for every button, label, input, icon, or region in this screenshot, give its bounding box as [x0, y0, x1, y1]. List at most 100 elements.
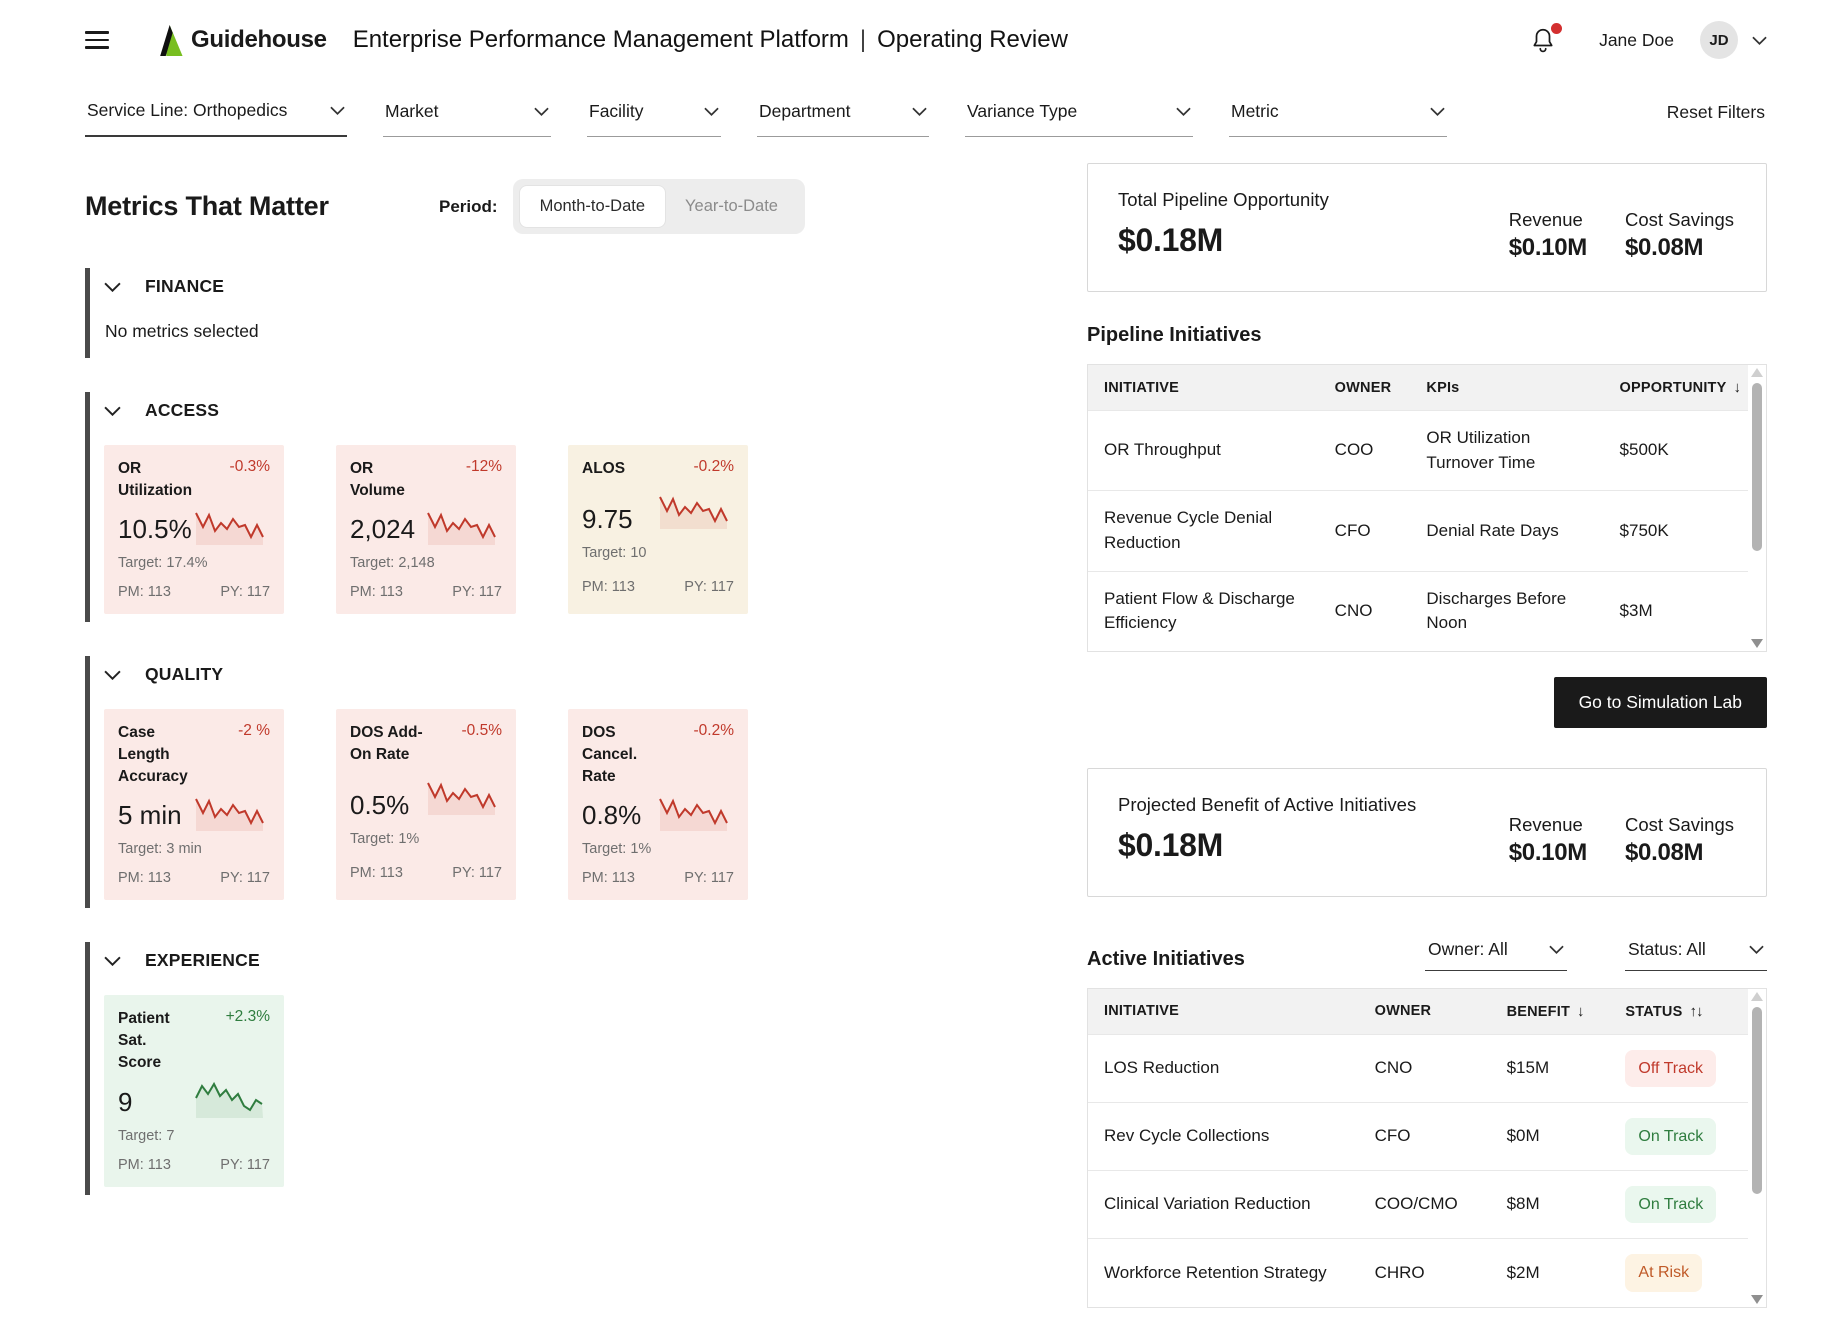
chevron-down-icon: [534, 107, 549, 116]
active-initiatives-header: Active Initiatives Owner: All Status: Al…: [1087, 939, 1767, 971]
metric-card-case-length-accuracy[interactable]: Case Length Accuracy-2 %5 minTarget: 3 m…: [104, 709, 284, 900]
filter-label: Service Line: Orthopedics: [87, 100, 287, 121]
table-scrollbar[interactable]: [1751, 992, 1763, 1304]
scrollbar-thumb[interactable]: [1752, 1007, 1762, 1194]
scroll-down-arrow-icon[interactable]: [1751, 1295, 1763, 1304]
metric-sparkline: [192, 503, 270, 545]
metric-delta: -0.3%: [192, 458, 270, 501]
revenue-value: $0.10M: [1509, 839, 1587, 867]
column-header-initiative[interactable]: INITIATIVE: [1088, 365, 1319, 411]
filter-department[interactable]: Department: [757, 95, 929, 137]
cost-savings-block: Cost Savings $0.08M: [1625, 209, 1734, 262]
page-title: Enterprise Performance Management Platfo…: [353, 26, 1068, 54]
table-row[interactable]: OR ThroughputCOOOR Utilization Turnover …: [1088, 411, 1748, 491]
metric-section-access: ACCESS OR Utilization-0.3%10.5%Target: 17…: [85, 392, 805, 622]
filter-facility[interactable]: Facility: [587, 95, 721, 137]
section-header-experience[interactable]: EXPERIENCE: [104, 946, 805, 971]
metric-delta: -0.2%: [656, 722, 734, 787]
filter-bar: Service Line: Orthopedics Market Facility D…: [0, 94, 1847, 137]
notifications-button[interactable]: [1530, 26, 1557, 55]
column-header-initiative[interactable]: INITIATIVE: [1088, 989, 1359, 1035]
sparkline-chart: [192, 789, 270, 831]
chevron-down-icon: [704, 107, 719, 116]
metric-card-alos[interactable]: ALOS-0.2%9.75Target: 10PM: 113PY: 117: [568, 445, 748, 614]
table-scrollbar[interactable]: [1751, 368, 1763, 648]
column-header-benefit[interactable]: BENEFIT↓: [1491, 989, 1610, 1035]
status-badge: On Track: [1625, 1118, 1716, 1155]
page-title-sub: Operating Review: [877, 26, 1068, 53]
column-header-status[interactable]: STATUS↑↓: [1609, 989, 1748, 1035]
active-initiatives-title: Active Initiatives: [1087, 948, 1245, 971]
chevron-down-icon: [104, 670, 121, 680]
sparkline-chart: [424, 503, 502, 545]
scroll-up-arrow-icon[interactable]: [1751, 368, 1763, 377]
table-row[interactable]: Clinical Variation ReductionCOO/CMO$8MOn…: [1088, 1171, 1748, 1239]
metric-card-dos-add-on-rate[interactable]: DOS Add-On Rate-0.5%0.5%Target: 1%PM: 11…: [336, 709, 516, 900]
scroll-up-arrow-icon[interactable]: [1751, 992, 1763, 1001]
sparkline-chart: [656, 789, 734, 831]
table-row[interactable]: LOS ReductionCNO$15MOff Track: [1088, 1034, 1748, 1102]
summary-total: $0.18M: [1118, 827, 1416, 864]
scrollbar-thumb[interactable]: [1752, 383, 1762, 551]
column-header-owner[interactable]: OWNER: [1359, 989, 1491, 1035]
metric-card-or-volume[interactable]: OR Volume-12%2,024Target: 2,148PM: 113PY…: [336, 445, 516, 614]
cell-initiative: Patient Flow & Discharge Efficiency: [1088, 571, 1319, 651]
period-option-year-to-date[interactable]: Year-to-Date: [665, 186, 798, 227]
metric-delta: -0.5%: [424, 722, 502, 771]
chevron-down-icon: [912, 107, 927, 116]
section-title: ACCESS: [145, 400, 219, 421]
cell-kpis: Denial Rate Days: [1410, 491, 1603, 571]
avatar[interactable]: JD: [1700, 21, 1738, 59]
cell-status: At Risk: [1609, 1239, 1748, 1307]
column-header-opportunity[interactable]: OPPORTUNITY↓: [1604, 365, 1748, 411]
table-body: LOS ReductionCNO$15MOff TrackRev Cycle C…: [1088, 1034, 1748, 1306]
metric-sparkline: [192, 789, 270, 831]
table-row[interactable]: Rev Cycle CollectionsCFO$0MOn Track: [1088, 1103, 1748, 1171]
owner-filter[interactable]: Owner: All: [1425, 939, 1567, 971]
metric-card-dos-cancel-rate[interactable]: DOS Cancel. Rate-0.2%0.8%Target: 1%PM: 1…: [568, 709, 748, 900]
user-menu-chevron-icon[interactable]: [1752, 36, 1767, 45]
filter-market[interactable]: Market: [383, 95, 551, 137]
metric-card-or-utilization[interactable]: OR Utilization-0.3%10.5%Target: 17.4%PM:…: [104, 445, 284, 614]
status-badge: Off Track: [1625, 1050, 1716, 1087]
period-option-month-to-date[interactable]: Month-to-Date: [520, 186, 665, 227]
section-header-access[interactable]: ACCESS: [104, 396, 805, 421]
notification-dot: [1551, 23, 1562, 34]
metric-sparkline: [656, 789, 734, 831]
status-filter[interactable]: Status: All: [1625, 939, 1767, 971]
column-label: OWNER: [1335, 380, 1392, 396]
menu-icon[interactable]: [85, 31, 109, 49]
metric-name: ALOS: [582, 458, 656, 485]
scroll-down-arrow-icon[interactable]: [1751, 639, 1763, 648]
table-row[interactable]: Workforce Retention StrategyCHRO$2MAt Ri…: [1088, 1239, 1748, 1307]
metric-footer: PM: 113PY: 117: [350, 865, 502, 886]
metric-pm: PM: 113: [118, 584, 171, 600]
filter-label: Variance Type: [967, 101, 1077, 122]
metric-name: DOS Add-On Rate: [350, 722, 424, 771]
table-header: INITIATIVEOWNERBENEFIT↓STATUS↑↓: [1088, 989, 1748, 1035]
section-title: FINANCE: [145, 276, 224, 297]
cell-owner: CNO: [1319, 571, 1411, 651]
cell-benefit: $2M: [1491, 1239, 1610, 1307]
column-header-kpis[interactable]: KPIs: [1410, 365, 1603, 411]
metric-pm: PM: 113: [118, 870, 171, 886]
go-to-simulation-lab-button[interactable]: Go to Simulation Lab: [1554, 677, 1767, 728]
column-label: OPPORTUNITY: [1620, 380, 1727, 396]
filter-label: Metric: [1231, 101, 1279, 122]
reset-filters-button[interactable]: Reset Filters: [1665, 102, 1767, 137]
cell-status: Off Track: [1609, 1034, 1748, 1102]
filter-metric[interactable]: Metric: [1229, 95, 1447, 137]
filter-service-line-orthopedics[interactable]: Service Line: Orthopedics: [85, 94, 347, 137]
table-row[interactable]: Patient Flow & Discharge EfficiencyCNODi…: [1088, 571, 1748, 651]
section-header-quality[interactable]: QUALITY: [104, 660, 805, 685]
metric-value: 0.5%: [350, 790, 424, 821]
metric-card-patient-sat-score[interactable]: Patient Sat. Score+2.3%9Target: 7PM: 113…: [104, 995, 284, 1186]
filter-variance-type[interactable]: Variance Type: [965, 95, 1193, 137]
section-header-finance[interactable]: FINANCE: [104, 272, 805, 297]
metric-pm: PM: 113: [350, 865, 403, 886]
sparkline-chart: [192, 503, 270, 545]
metric-pm: PM: 113: [350, 584, 403, 600]
column-header-owner[interactable]: OWNER: [1319, 365, 1411, 411]
table-row[interactable]: Revenue Cycle Denial ReductionCFODenial …: [1088, 491, 1748, 571]
cell-benefit: $8M: [1491, 1171, 1610, 1239]
